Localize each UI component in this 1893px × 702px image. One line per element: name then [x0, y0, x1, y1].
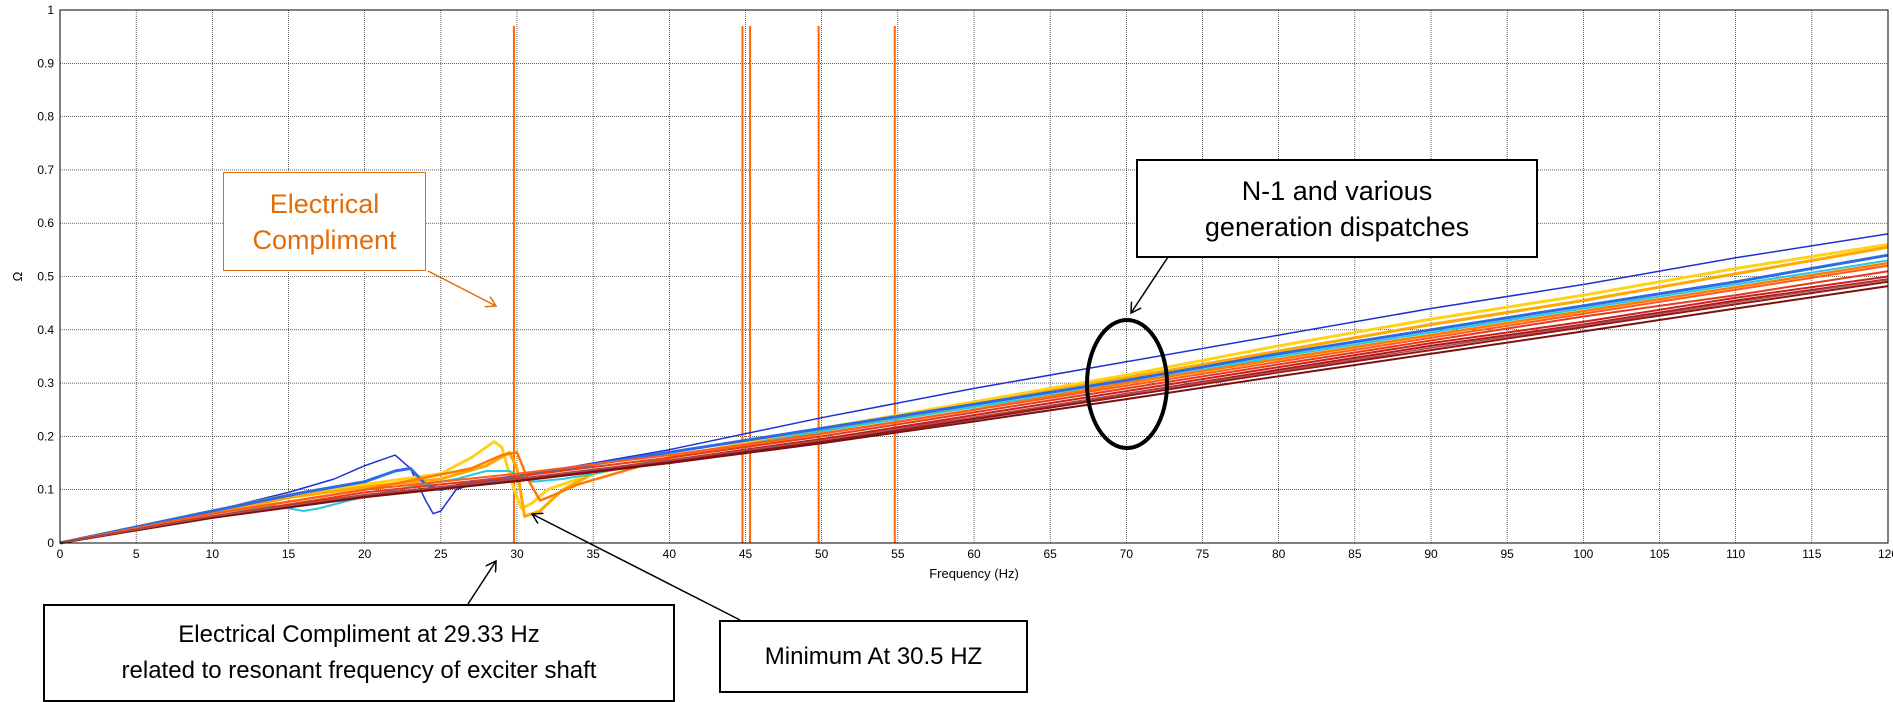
y-tick-label: 0.4 [37, 323, 54, 337]
x-tick-label: 25 [434, 547, 448, 561]
minimum-arrow [532, 514, 741, 621]
series-line [59, 243, 1889, 545]
series-group [59, 233, 1889, 545]
x-tick-label: 0 [57, 547, 64, 561]
x-tick-label: 40 [663, 547, 677, 561]
x-tick-label: 100 [1573, 547, 1593, 561]
electrical-compliment-line-1: Electrical [269, 188, 380, 219]
x-tick-label: 75 [1196, 547, 1210, 561]
y-tick-label: 1 [47, 3, 54, 17]
series-line [59, 280, 1889, 544]
x-tick-label: 15 [282, 547, 296, 561]
n1-line-2: generation dispatches [1204, 211, 1470, 242]
x-tick-label: 110 [1726, 547, 1745, 561]
y-tick-label: 0 [47, 536, 54, 550]
series-line [59, 259, 1889, 544]
x-tick-label: 120 [1878, 547, 1893, 561]
resonant-line-2: related to resonant frequency of exciter… [121, 657, 597, 684]
x-tick-label: 10 [206, 547, 220, 561]
n1-callout: N-1 and various generation dispatches [1136, 159, 1538, 258]
series-line [59, 261, 1889, 545]
tick-labels: 0 5 10 15 20 25 30 35 40 45 50 55 60 65 70 75 80 85 90 95 10… [37, 3, 1893, 561]
x-tick-label: 50 [815, 547, 829, 561]
x-tick-label: 95 [1500, 547, 1514, 561]
x-tick-label: 65 [1043, 547, 1057, 561]
electrical-compliment-callout: Electrical Compliment [223, 172, 426, 271]
n1-ellipse [1085, 318, 1169, 450]
x-axis-label: Frequency (Hz) [929, 566, 1019, 581]
x-tick-label: 115 [1802, 547, 1821, 561]
x-tick-label: 105 [1649, 547, 1669, 561]
y-tick-label: 0.5 [37, 270, 54, 284]
x-tick-label: 5 [133, 547, 140, 561]
resonant-line-1: Electrical Compliment at 29.33 Hz [178, 621, 540, 648]
grid [59, 9, 1889, 544]
x-tick-label: 60 [967, 547, 981, 561]
x-tick-label: 20 [358, 547, 372, 561]
y-tick-label: 0.2 [37, 429, 54, 443]
series-line [59, 278, 1889, 544]
x-tick-label: 35 [586, 547, 600, 561]
x-tick-label: 70 [1120, 547, 1134, 561]
x-tick-label: 55 [891, 547, 905, 561]
y-tick-label: 0.9 [37, 56, 54, 70]
y-tick-label: 0.1 [37, 483, 54, 497]
y-tick-label: 0.8 [37, 110, 54, 124]
y-tick-label: 0.7 [37, 163, 54, 177]
vertical-markers [512, 25, 896, 543]
x-tick-label: 45 [739, 547, 753, 561]
electrical-compliment-line-2: Compliment [252, 224, 397, 255]
minimum-callout: Minimum At 30.5 HZ [719, 620, 1028, 693]
y-axis-label: Ω [10, 271, 25, 281]
x-tick-label: 30 [510, 547, 524, 561]
x-tick-label: 85 [1348, 547, 1362, 561]
y-tick-label: 0.3 [37, 376, 54, 390]
resonant-arrow [467, 561, 496, 605]
x-tick-label: 80 [1272, 547, 1286, 561]
resonant-callout: Electrical Compliment at 29.33 Hz relate… [43, 604, 675, 702]
series-line [59, 270, 1889, 544]
minimum-text: Minimum At 30.5 HZ [764, 642, 983, 670]
series-line [59, 285, 1889, 544]
y-tick-label: 0.6 [37, 216, 54, 230]
n1-arrow [1131, 256, 1169, 313]
x-tick-label: 90 [1424, 547, 1438, 561]
n1-line-1: N-1 and various [1241, 175, 1433, 206]
series-line [59, 264, 1889, 544]
plot-frame [59, 9, 1889, 544]
electrical-compliment-arrow [427, 270, 496, 306]
